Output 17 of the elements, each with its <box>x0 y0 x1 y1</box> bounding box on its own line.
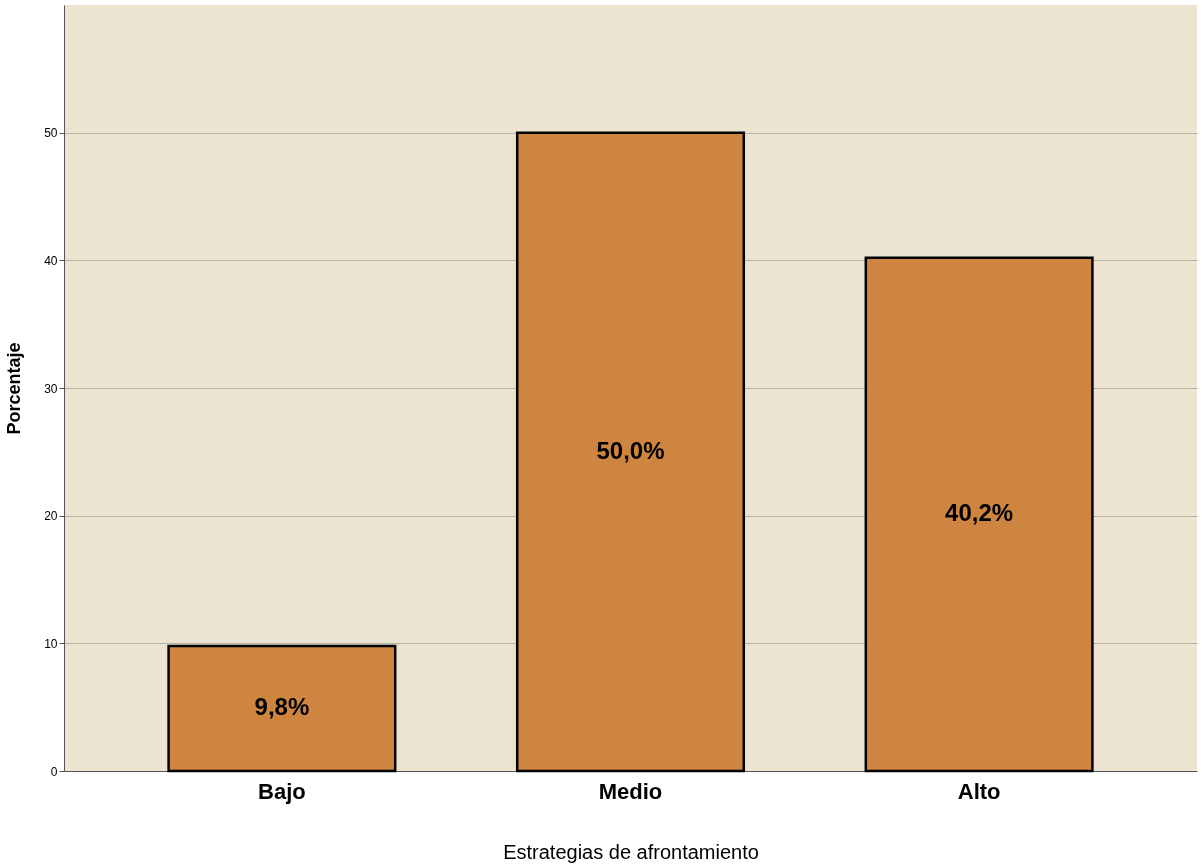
bar <box>167 644 397 773</box>
y-tick-label: 20 <box>44 509 58 524</box>
bar <box>864 256 1094 773</box>
data-label: 9,8% <box>254 693 310 721</box>
x-tick-label: Bajo <box>258 778 306 804</box>
x-tick-label: Alto <box>957 778 1001 804</box>
y-tick-label: 50 <box>44 126 58 141</box>
data-label: 50,0% <box>596 436 665 464</box>
x-tick-label: Medio <box>598 778 663 804</box>
data-label: 40,2% <box>945 499 1014 527</box>
bar <box>515 131 746 773</box>
y-axis-title: Porcentaje <box>4 342 25 435</box>
y-tick-label: 30 <box>44 381 58 396</box>
x-axis-title: Estrategias de afrontamiento <box>503 840 759 863</box>
y-tick-label: 0 <box>50 764 58 779</box>
y-tick-label: 10 <box>44 636 58 651</box>
y-tick-label: 40 <box>44 253 58 268</box>
